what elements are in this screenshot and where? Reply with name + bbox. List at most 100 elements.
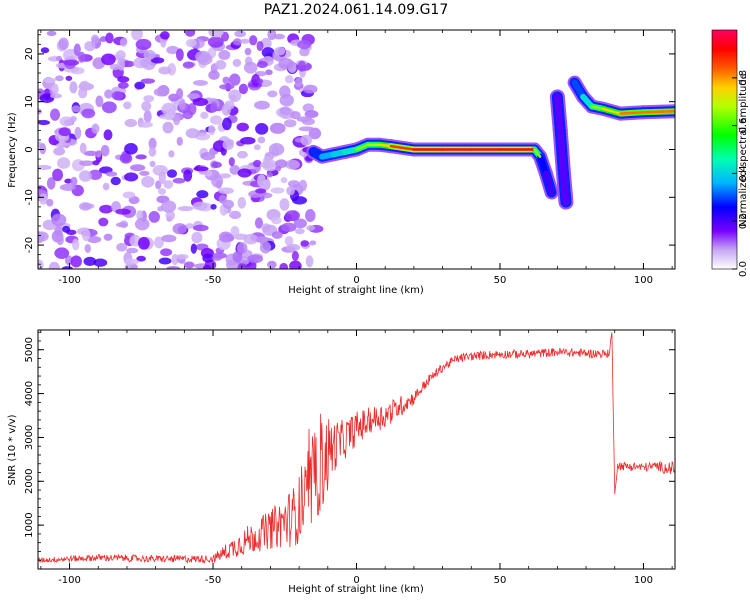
noise-blob (166, 169, 178, 178)
noise-blob (137, 121, 153, 128)
noise-blob (228, 73, 241, 86)
noise-blob (280, 222, 297, 233)
noise-blob (117, 57, 126, 71)
noise-blob (46, 198, 54, 207)
noise-blob (104, 89, 114, 99)
noise-blob (55, 75, 64, 82)
noise-blob (74, 126, 82, 140)
noise-blob (284, 159, 300, 170)
noise-blob (63, 59, 80, 66)
colorbar-tick-label: 0.8 (738, 70, 749, 86)
colorbar-tick-label: 0.2 (738, 213, 749, 229)
noise-blob (92, 160, 100, 166)
noise-blob (52, 168, 64, 182)
noise-blob (83, 150, 99, 157)
noise-blob (196, 53, 213, 66)
noise-blob (123, 258, 139, 265)
noise-blob (187, 103, 197, 116)
noise-blob (71, 105, 81, 113)
noise-blob (38, 193, 48, 205)
noise-blob (95, 95, 104, 108)
noise-blob (59, 183, 76, 191)
noise-blob (211, 174, 224, 188)
noise-blob (160, 31, 170, 40)
noise-blob (207, 36, 224, 48)
noise-blob (100, 144, 110, 157)
vertical-ridge-body (553, 93, 564, 134)
noise-blob (255, 236, 270, 243)
noise-blob (218, 50, 231, 61)
upper-ridge-core (590, 105, 605, 111)
noise-blob (65, 75, 73, 81)
noise-blob (208, 70, 220, 80)
snr-xlabel: Height of straight line (km) (288, 584, 424, 595)
noise-blob (222, 199, 234, 209)
noise-blob (71, 238, 80, 251)
noise-blob (48, 261, 60, 269)
noise-blob (259, 241, 272, 254)
noise-blob (210, 203, 217, 210)
noise-blob (143, 49, 156, 60)
spectrogram-xlabel: Height of straight line (km) (288, 285, 424, 296)
noise-blob (73, 43, 81, 56)
noise-blob (70, 116, 77, 123)
noise-blob (302, 103, 314, 113)
noise-blob (84, 41, 96, 52)
noise-blob (166, 265, 181, 269)
noise-blob (176, 136, 183, 146)
noise-blob (210, 101, 218, 113)
noise-blob (224, 100, 235, 110)
noise-blob (158, 66, 172, 75)
noise-blob (271, 231, 283, 239)
noise-blob (218, 187, 234, 195)
noise-blob (298, 179, 308, 192)
noise-blob (251, 73, 261, 87)
noise-blob (262, 155, 272, 169)
colorbar-ticks: 0.0 0.2 0.4 0.6 0.8 (711, 29, 749, 277)
noise-blob (252, 159, 262, 168)
noise-blob (143, 95, 155, 103)
noise-blob (236, 150, 248, 159)
noise-blob (124, 172, 139, 182)
noise-blob (222, 117, 232, 131)
noise-blob (149, 160, 156, 168)
noise-blob (305, 208, 316, 222)
noise-blob (160, 200, 177, 213)
noise-blob (267, 90, 278, 98)
noise-blob (232, 38, 242, 46)
noise-blob (126, 247, 139, 254)
noise-blob (161, 102, 177, 116)
noise-blob (105, 171, 118, 177)
noise-blob (266, 172, 273, 178)
noise-blob (158, 257, 172, 265)
noise-blob (163, 179, 174, 189)
colorbar-label: Normalized spectral amplitude (738, 73, 749, 227)
noise-blob (153, 87, 170, 97)
noise-blob (103, 233, 113, 241)
noise-blob (185, 38, 197, 48)
noise-blob (305, 255, 314, 268)
noise-blob (58, 37, 69, 50)
noise-blob (306, 225, 316, 231)
noise-blob (249, 35, 258, 46)
noise-blob (257, 136, 266, 144)
noise-blob (58, 127, 71, 137)
noise-blob (193, 166, 209, 172)
noise-blob (236, 122, 249, 132)
noise-blob (298, 126, 315, 132)
noise-blob (46, 177, 56, 190)
noise-blob (300, 240, 309, 247)
noise-blob (173, 114, 181, 126)
snr-x-tick-label: -50 (205, 575, 221, 586)
main-ridge-core (378, 143, 393, 148)
noise-blob (183, 169, 193, 182)
noise-blob (273, 33, 286, 40)
colorbar-tick-label: 0.4 (738, 165, 749, 181)
snr-x-tick-label: 100 (634, 575, 653, 586)
noise-blob (243, 61, 258, 74)
main-ridge-core (389, 144, 416, 151)
noise-blob (237, 263, 248, 269)
noise-blob (184, 30, 196, 37)
noise-blob (229, 164, 241, 175)
